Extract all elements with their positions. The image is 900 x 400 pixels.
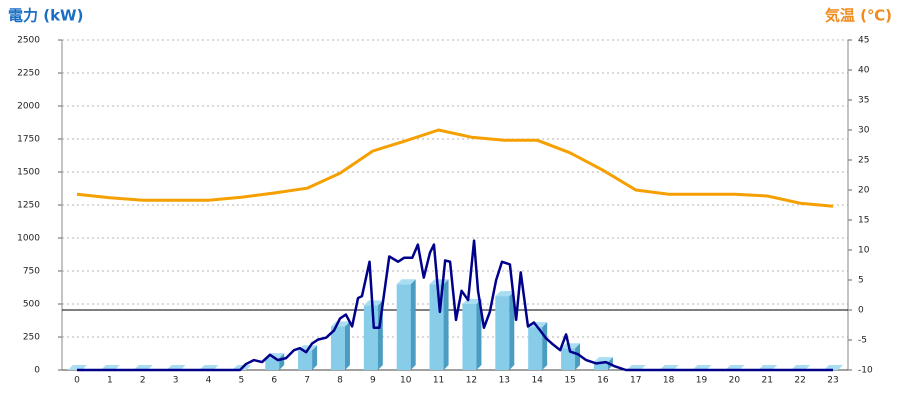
x-tick-label: 1 (107, 376, 113, 386)
bar-side (279, 353, 285, 370)
bar-side (575, 343, 581, 370)
y-tick-label: 2250 (17, 69, 40, 79)
y-tick-label: 0 (34, 366, 40, 376)
x-tick-label: 3 (173, 376, 179, 386)
x-tick-label: 11 (433, 376, 444, 386)
x-tick-label: 0 (74, 376, 80, 386)
x-tick-label: 10 (400, 376, 412, 386)
x-tick-label: 16 (597, 376, 609, 386)
bar (363, 305, 378, 370)
y2-tick-label: 30 (858, 126, 870, 136)
bar (396, 284, 411, 370)
bar-side (410, 279, 416, 370)
bar (561, 348, 576, 370)
bar (593, 362, 608, 370)
x-tick-label: 2 (140, 376, 146, 386)
y2-tick-label: 10 (858, 246, 870, 256)
y-tick-label: 2500 (17, 36, 40, 46)
bar-side (312, 345, 318, 370)
y2-tick-label: 5 (858, 276, 864, 286)
x-tick-label: 22 (794, 376, 805, 386)
x-tick-label: 7 (304, 376, 310, 386)
y-tick-label: 250 (23, 333, 40, 343)
y2-tick-label: 0 (858, 306, 864, 316)
y2-tick-label: -10 (858, 366, 873, 376)
y-tick-label: 1250 (17, 201, 40, 211)
y2-tick-label: 35 (858, 96, 869, 106)
bar-top (495, 291, 515, 297)
y2-axis-title: 気温 (℃) (825, 7, 892, 25)
bar (298, 350, 313, 370)
x-tick-label: 15 (564, 376, 575, 386)
x-tick-label: 6 (271, 376, 277, 386)
bar-side (476, 299, 482, 370)
y2-tick-label: 40 (858, 66, 870, 76)
x-tick-label: 5 (238, 376, 244, 386)
y-tick-label: 750 (23, 267, 40, 277)
bar-side (509, 291, 515, 370)
y-tick-label: 1500 (17, 168, 40, 178)
y2-tick-label: 45 (858, 36, 869, 46)
bar (495, 296, 510, 370)
x-tick-label: 23 (827, 376, 838, 386)
y2-tick-label: 15 (858, 216, 869, 226)
bar (528, 327, 543, 370)
bar-top (561, 343, 581, 349)
x-tick-label: 19 (696, 376, 708, 386)
y-tick-label: 1750 (17, 135, 40, 145)
bar-side (443, 279, 449, 370)
x-tick-label: 18 (663, 376, 675, 386)
x-tick-label: 21 (762, 376, 773, 386)
x-tick-label: 17 (630, 376, 641, 386)
bar-side (344, 321, 350, 370)
y-tick-label: 1000 (17, 234, 40, 244)
y2-tick-label: -5 (858, 336, 867, 346)
x-tick-label: 13 (499, 376, 510, 386)
y2-tick-label: 20 (858, 186, 870, 196)
bar-side (542, 322, 548, 370)
x-tick-label: 8 (337, 376, 343, 386)
line (77, 239, 833, 372)
x-tick-label: 20 (729, 376, 741, 386)
bar (265, 358, 280, 370)
x-tick-label: 4 (206, 376, 212, 386)
y-axis-title: 電力 (kW) (8, 7, 83, 25)
bar-top (396, 279, 416, 285)
y-tick-label: 500 (23, 300, 40, 310)
x-tick-label: 9 (370, 376, 376, 386)
y2-tick-label: 25 (858, 156, 869, 166)
bar (462, 304, 477, 370)
y-tick-label: 2000 (17, 102, 40, 112)
bar (330, 326, 345, 370)
x-tick-label: 14 (531, 376, 543, 386)
x-tick-label: 12 (466, 376, 477, 386)
bar-top (593, 357, 613, 363)
line (76, 128, 834, 208)
